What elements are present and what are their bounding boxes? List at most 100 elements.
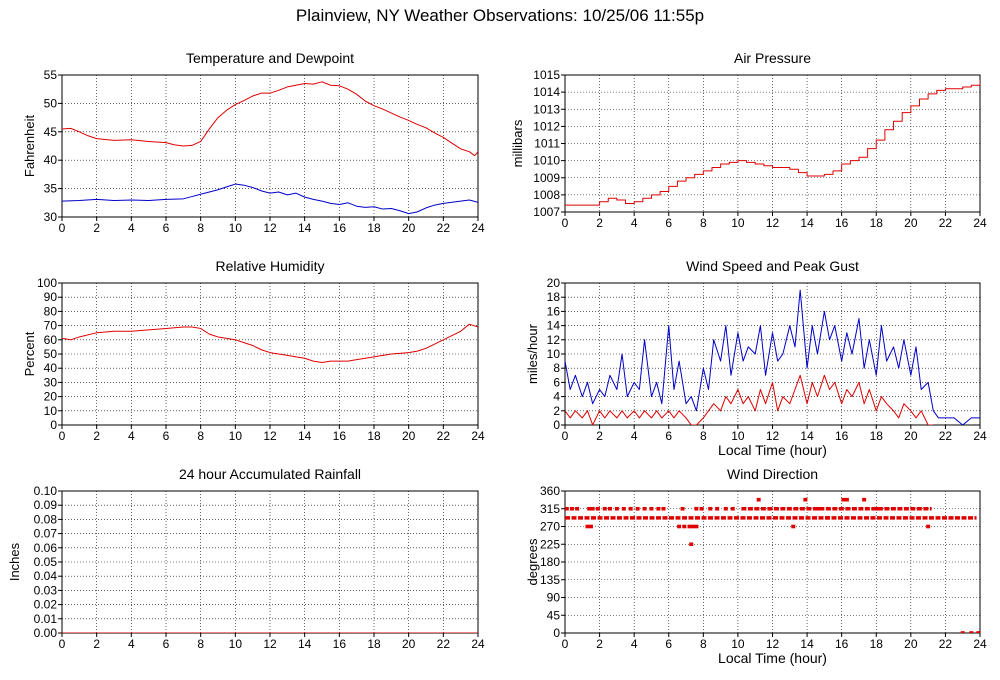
- y-tick-label: 60: [44, 333, 58, 347]
- data-point: [595, 506, 600, 511]
- x-tick-label: 18: [870, 637, 884, 651]
- x-tick-label: 16: [333, 637, 347, 651]
- y-tick-label: 40: [44, 361, 58, 375]
- x-tick-label: 4: [631, 216, 638, 230]
- data-point: [978, 631, 980, 633]
- x-tick-label: 2: [93, 221, 100, 235]
- x-tick-label: 6: [665, 216, 672, 230]
- x-tick-label: 14: [800, 216, 814, 230]
- x-tick-label: 18: [367, 429, 381, 443]
- y-tick-label: 1008: [533, 188, 560, 202]
- y-tick-label: 0.04: [34, 569, 58, 583]
- x-tick-label: 22: [939, 216, 953, 230]
- y-tick-label: 0.05: [34, 555, 58, 569]
- x-tick-label: 24: [973, 637, 987, 651]
- x-tick-label: 8: [700, 216, 707, 230]
- data-point: [699, 506, 704, 511]
- y-tick-label: 2: [553, 404, 560, 418]
- data-point: [715, 506, 720, 511]
- x-tick-label: 4: [631, 429, 638, 443]
- x-tick-label: 12: [263, 429, 277, 443]
- x-tick-label: 10: [731, 216, 745, 230]
- x-tick-label: 6: [665, 429, 672, 443]
- x-tick-label: 16: [835, 637, 849, 651]
- x-tick-label: 20: [904, 429, 918, 443]
- x-tick-label: 2: [596, 216, 603, 230]
- x-tick-label: 18: [870, 216, 884, 230]
- data-point: [969, 631, 974, 633]
- x-tick-label: 12: [766, 637, 780, 651]
- x-tick-label: 10: [229, 637, 243, 651]
- y-tick-label: 55: [44, 68, 58, 82]
- data-point: [602, 506, 607, 511]
- x-tick-label: 8: [197, 637, 204, 651]
- data-point: [756, 497, 761, 502]
- x-tick-label: 20: [904, 637, 918, 651]
- chart-title: Wind Speed and Peak Gust: [686, 258, 859, 274]
- y-tick-label: 80: [44, 304, 58, 318]
- y-tick-label: 10: [547, 347, 561, 361]
- y-tick-label: 0.08: [34, 512, 58, 526]
- data-point: [960, 631, 965, 633]
- data-point: [621, 506, 626, 511]
- y-axis-label: Percent: [22, 331, 37, 376]
- x-tick-label: 22: [437, 429, 451, 443]
- x-tick-label: 0: [562, 216, 569, 230]
- x-tick-label: 2: [93, 429, 100, 443]
- chart-title: 24 hour Accumulated Rainfall: [179, 466, 361, 482]
- data-point: [694, 524, 699, 529]
- data-point: [708, 506, 713, 511]
- x-tick-label: 12: [766, 429, 780, 443]
- x-tick-label: 6: [163, 221, 170, 235]
- y-tick-label: 0: [553, 626, 560, 640]
- data-point: [862, 497, 867, 502]
- y-tick-label: 0.01: [34, 612, 58, 626]
- y-tick-label: 0: [553, 418, 560, 432]
- x-tick-label: 24: [471, 637, 485, 651]
- series-line: [565, 80, 980, 206]
- y-tick-label: 35: [44, 182, 58, 196]
- data-point: [844, 497, 849, 502]
- data-point: [587, 506, 592, 511]
- y-tick-label: 135: [540, 573, 560, 587]
- y-tick-label: 1009: [533, 171, 560, 185]
- y-tick-label: 0.10: [34, 484, 58, 498]
- x-tick-label: 22: [939, 429, 953, 443]
- data-point: [730, 506, 735, 511]
- data-point: [815, 506, 820, 511]
- y-tick-label: 1014: [533, 85, 560, 99]
- chart-title: Air Pressure: [734, 50, 811, 66]
- data-point: [694, 506, 699, 511]
- chart-title: Temperature and Dewpoint: [186, 50, 354, 66]
- x-tick-label: 16: [835, 429, 849, 443]
- x-tick-label: 2: [596, 429, 603, 443]
- x-tick-label: 2: [596, 637, 603, 651]
- y-tick-label: 8: [553, 361, 560, 375]
- y-tick-label: 40: [44, 153, 58, 167]
- data-point: [607, 506, 612, 511]
- y-axis-label: Fahrenheit: [22, 115, 37, 178]
- data-point: [585, 524, 590, 529]
- y-tick-label: 20: [547, 276, 561, 290]
- data-point: [569, 506, 574, 511]
- chart-title: Relative Humidity: [216, 258, 325, 274]
- data-point: [628, 506, 633, 511]
- y-tick-label: 45: [44, 125, 58, 139]
- x-tick-label: 8: [197, 429, 204, 443]
- x-tick-label: 20: [402, 429, 416, 443]
- x-tick-label: 24: [471, 429, 485, 443]
- y-tick-label: 14: [547, 319, 561, 333]
- series-line: [565, 374, 934, 425]
- data-point: [680, 506, 685, 511]
- y-tick-label: 1012: [533, 119, 560, 133]
- x-tick-label: 10: [229, 429, 243, 443]
- x-tick-label: 0: [59, 637, 66, 651]
- y-axis-label: degrees: [525, 538, 540, 585]
- y-tick-label: 0.06: [34, 541, 58, 555]
- y-tick-label: 1007: [533, 205, 560, 219]
- data-point: [565, 506, 569, 511]
- x-tick-label: 24: [471, 221, 485, 235]
